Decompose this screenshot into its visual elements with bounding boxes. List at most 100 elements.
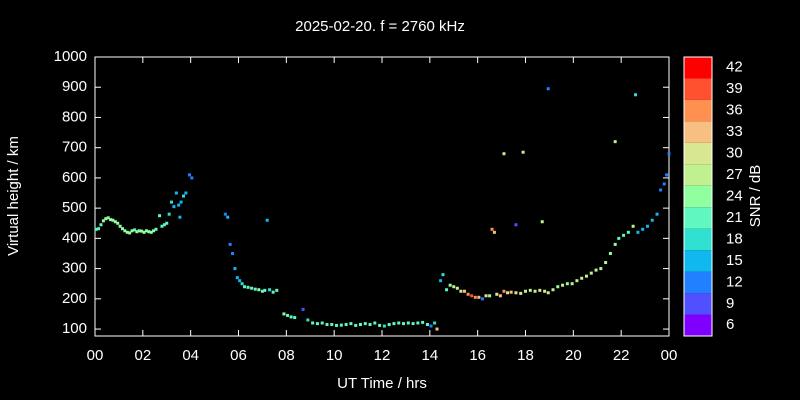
y-tick-label: 1000 bbox=[54, 48, 87, 65]
point bbox=[441, 273, 445, 277]
point bbox=[240, 282, 244, 286]
point bbox=[617, 236, 621, 240]
point bbox=[584, 274, 588, 278]
point bbox=[466, 292, 470, 296]
point bbox=[121, 227, 125, 231]
point bbox=[363, 322, 367, 326]
point bbox=[480, 297, 484, 301]
point bbox=[608, 251, 612, 255]
point bbox=[604, 261, 608, 265]
point bbox=[599, 267, 603, 271]
y-tick-label: 500 bbox=[62, 199, 87, 216]
point bbox=[111, 218, 115, 222]
point bbox=[149, 230, 153, 234]
x-tick-label: 14 bbox=[421, 347, 438, 364]
x-axis-label: UT Time / hrs bbox=[337, 375, 427, 392]
point bbox=[416, 321, 420, 325]
point bbox=[109, 218, 113, 222]
point bbox=[315, 322, 319, 326]
point bbox=[506, 291, 510, 295]
point bbox=[142, 230, 146, 234]
point bbox=[528, 288, 532, 292]
point bbox=[253, 287, 257, 291]
colorbar-tick-label: 36 bbox=[726, 102, 743, 119]
point bbox=[452, 285, 456, 289]
point bbox=[233, 267, 237, 271]
point bbox=[455, 286, 459, 290]
colorbar-swatch bbox=[684, 185, 712, 208]
y-axis-label: Virtual height / km bbox=[5, 136, 22, 256]
y-tick-label: 200 bbox=[62, 290, 87, 307]
point bbox=[662, 182, 666, 186]
point bbox=[165, 221, 169, 225]
point bbox=[387, 323, 391, 327]
point bbox=[181, 194, 185, 198]
point bbox=[477, 295, 481, 299]
point bbox=[514, 291, 518, 295]
point bbox=[116, 221, 120, 225]
x-tick-label: 18 bbox=[517, 347, 534, 364]
y-tick-label: 400 bbox=[62, 229, 87, 246]
point bbox=[140, 229, 144, 233]
point bbox=[344, 323, 348, 327]
point bbox=[570, 282, 574, 286]
point bbox=[263, 288, 267, 292]
point bbox=[435, 327, 439, 331]
point bbox=[429, 324, 433, 328]
point bbox=[613, 140, 617, 144]
colorbar-tick-label: 6 bbox=[726, 316, 734, 333]
x-tick-label: 00 bbox=[661, 347, 678, 364]
chart-title: 2025-02-20. f = 2760 kHz bbox=[295, 18, 465, 35]
x-tick-label: 06 bbox=[230, 347, 247, 364]
point bbox=[250, 286, 254, 290]
point bbox=[152, 229, 156, 233]
point bbox=[335, 323, 339, 327]
point bbox=[495, 292, 499, 296]
colorbar-tick-label: 30 bbox=[726, 145, 743, 162]
point bbox=[538, 288, 542, 292]
point bbox=[113, 220, 117, 224]
point bbox=[125, 230, 129, 234]
point bbox=[231, 251, 235, 255]
point bbox=[144, 229, 148, 233]
point bbox=[158, 214, 162, 218]
point bbox=[459, 289, 463, 293]
point bbox=[170, 200, 174, 204]
y-tick-label: 700 bbox=[62, 139, 87, 156]
point bbox=[311, 321, 315, 325]
x-tick-label: 08 bbox=[278, 347, 295, 364]
point bbox=[594, 268, 598, 272]
point bbox=[448, 283, 452, 287]
point bbox=[543, 289, 547, 293]
point bbox=[645, 224, 649, 228]
point bbox=[293, 316, 297, 320]
point bbox=[147, 230, 151, 234]
point bbox=[397, 321, 401, 325]
point bbox=[172, 205, 176, 209]
point bbox=[382, 324, 386, 328]
point bbox=[128, 231, 132, 235]
point bbox=[650, 218, 654, 222]
point bbox=[238, 279, 242, 283]
point bbox=[490, 227, 494, 231]
point bbox=[330, 323, 334, 327]
point bbox=[636, 230, 640, 234]
y-tick-label: 800 bbox=[62, 108, 87, 125]
x-tick-label: 22 bbox=[613, 347, 630, 364]
point bbox=[246, 285, 250, 289]
point bbox=[373, 321, 377, 325]
point bbox=[358, 323, 362, 327]
y-tick-label: 900 bbox=[62, 78, 87, 95]
point bbox=[132, 228, 136, 232]
point bbox=[514, 223, 518, 227]
point bbox=[228, 242, 232, 246]
point bbox=[187, 173, 191, 177]
point bbox=[235, 276, 239, 280]
colorbar-swatch bbox=[684, 207, 712, 229]
colorbar-tick-label: 12 bbox=[726, 273, 743, 290]
point bbox=[286, 313, 290, 317]
point bbox=[271, 290, 275, 294]
point bbox=[178, 215, 182, 219]
point bbox=[368, 323, 372, 327]
point bbox=[488, 294, 492, 298]
